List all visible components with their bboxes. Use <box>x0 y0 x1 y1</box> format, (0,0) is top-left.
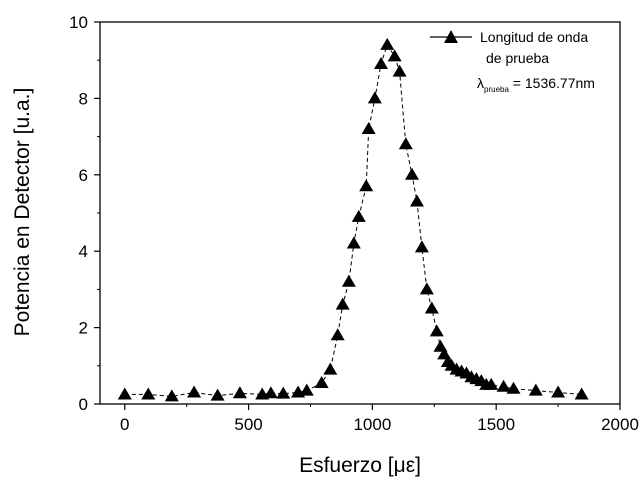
data-point-marker <box>210 388 225 401</box>
tick-labels: 0 500 1000 1500 2000 0 2 4 6 8 10 <box>69 13 639 434</box>
legend-series-name-line2: de prueba <box>486 50 549 66</box>
y-tick-label: 6 <box>79 166 88 185</box>
data-point-marker <box>141 387 156 400</box>
data-point-marker <box>361 121 376 134</box>
data-point-marker <box>429 324 444 337</box>
data-point-marker <box>506 381 521 394</box>
data-point-marker <box>380 37 395 50</box>
data-point-marker <box>409 194 424 207</box>
data-point-marker <box>276 386 291 399</box>
data-point-marker <box>164 389 179 402</box>
legend-lambda-symbol: λ <box>477 75 484 91</box>
data-point-marker <box>398 137 413 150</box>
data-point-marker <box>330 328 345 341</box>
data-point-marker <box>187 385 202 398</box>
data-point-marker <box>263 386 278 399</box>
data-point-marker <box>496 379 511 392</box>
data-point-marker <box>299 383 314 396</box>
data-point-marker <box>574 387 589 400</box>
legend-lambda-value: = 1536.77nm <box>509 75 595 91</box>
data-point-marker <box>392 64 407 77</box>
data-point-marker <box>117 387 132 400</box>
legend-marker-swatch <box>444 30 458 43</box>
data-point-marker <box>335 297 350 310</box>
data-point-marker <box>359 179 374 192</box>
axis-ticks <box>94 21 621 410</box>
x-axis-title: Esfuerzo [με] <box>299 454 421 477</box>
data-point-marker <box>341 274 356 287</box>
data-point-marker <box>367 91 382 104</box>
y-tick-label: 8 <box>79 89 88 108</box>
y-tick-label: 10 <box>69 13 88 32</box>
data-point-marker <box>232 386 247 399</box>
data-point-marker <box>374 57 389 70</box>
y-axis-title: Potencia en Detector [u.a.] <box>11 88 34 337</box>
data-point-marker <box>387 49 402 62</box>
data-point-marker <box>323 362 338 375</box>
x-tick-label: 1500 <box>477 415 515 434</box>
x-tick-label: 2000 <box>601 415 639 434</box>
data-point-marker <box>346 236 361 249</box>
legend-series-name-line1: Longitud de onda <box>480 29 588 45</box>
y-tick-label: 0 <box>79 395 88 414</box>
data-point-marker <box>314 375 329 388</box>
data-point-marker <box>424 301 439 314</box>
data-point-marker <box>419 282 434 295</box>
x-tick-label: 1000 <box>353 415 391 434</box>
data-point-marker <box>414 240 429 253</box>
data-point-marker <box>484 377 499 390</box>
y-tick-label: 2 <box>79 319 88 338</box>
data-markers <box>117 37 589 402</box>
legend-lambda-subscript: prueba <box>484 85 509 94</box>
legend: Longitud de onda de prueba λprueba = 153… <box>430 29 595 94</box>
x-tick-label: 0 <box>120 415 129 434</box>
data-point-marker <box>528 383 543 396</box>
data-point-marker <box>405 167 419 180</box>
legend-lambda-line: λprueba = 1536.77nm <box>477 75 595 94</box>
data-point-marker <box>551 385 566 398</box>
x-tick-label: 500 <box>234 415 262 434</box>
data-point-marker <box>351 209 366 222</box>
y-tick-label: 4 <box>79 242 88 261</box>
